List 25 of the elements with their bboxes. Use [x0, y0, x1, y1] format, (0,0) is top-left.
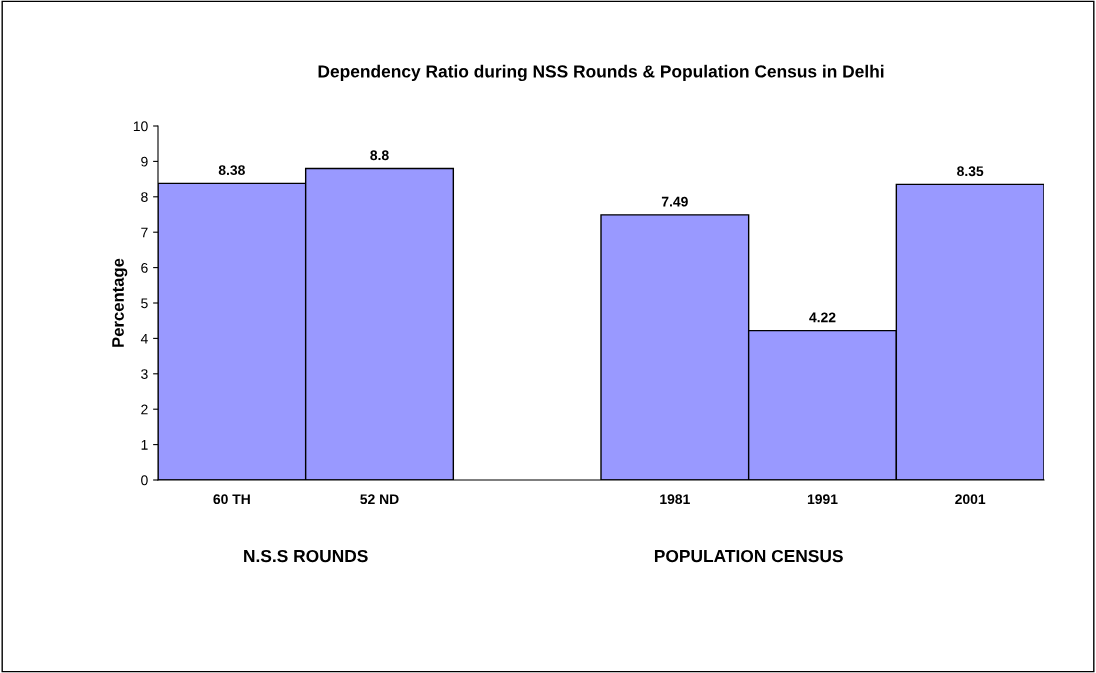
y-tick-label: 8 — [141, 192, 148, 202]
x-tick-label: 52 ND — [360, 494, 399, 505]
x-tick-label: 2001 — [955, 494, 986, 505]
y-tick-label: 9 — [141, 156, 148, 167]
x-tick-label: 60 TH — [213, 494, 250, 505]
text: POPULATION CENSUS — [654, 549, 843, 563]
y-tick-label: 1 — [141, 440, 148, 450]
data-label: 8.38 — [218, 165, 245, 176]
text: N.S.S ROUNDS — [244, 549, 368, 563]
y-axis-title: Percentage — [112, 258, 128, 347]
y-tick-label: 6 — [141, 262, 148, 273]
data-label: 4.22 — [809, 312, 836, 323]
y-tick-label: 0 — [141, 475, 148, 486]
data-label: 8.35 — [957, 166, 984, 177]
x-tick-label: 1991 — [807, 494, 838, 505]
y-tick-label: 10 — [133, 121, 148, 132]
x-tick-label: 1981 — [660, 494, 690, 505]
chart-title: Dependency Ratio during NSS Rounds & Population Census in Delhi — [318, 64, 884, 82]
y-tick-label: 4 — [140, 333, 148, 344]
data-label: 8.8 — [370, 150, 389, 161]
y-tick-label: 2 — [141, 404, 148, 415]
y-tick-label: 7 — [141, 227, 148, 238]
y-tick-label: 5 — [141, 298, 148, 309]
data-label: 7.49 — [661, 196, 688, 207]
y-tick-label: 3 — [141, 369, 148, 379]
